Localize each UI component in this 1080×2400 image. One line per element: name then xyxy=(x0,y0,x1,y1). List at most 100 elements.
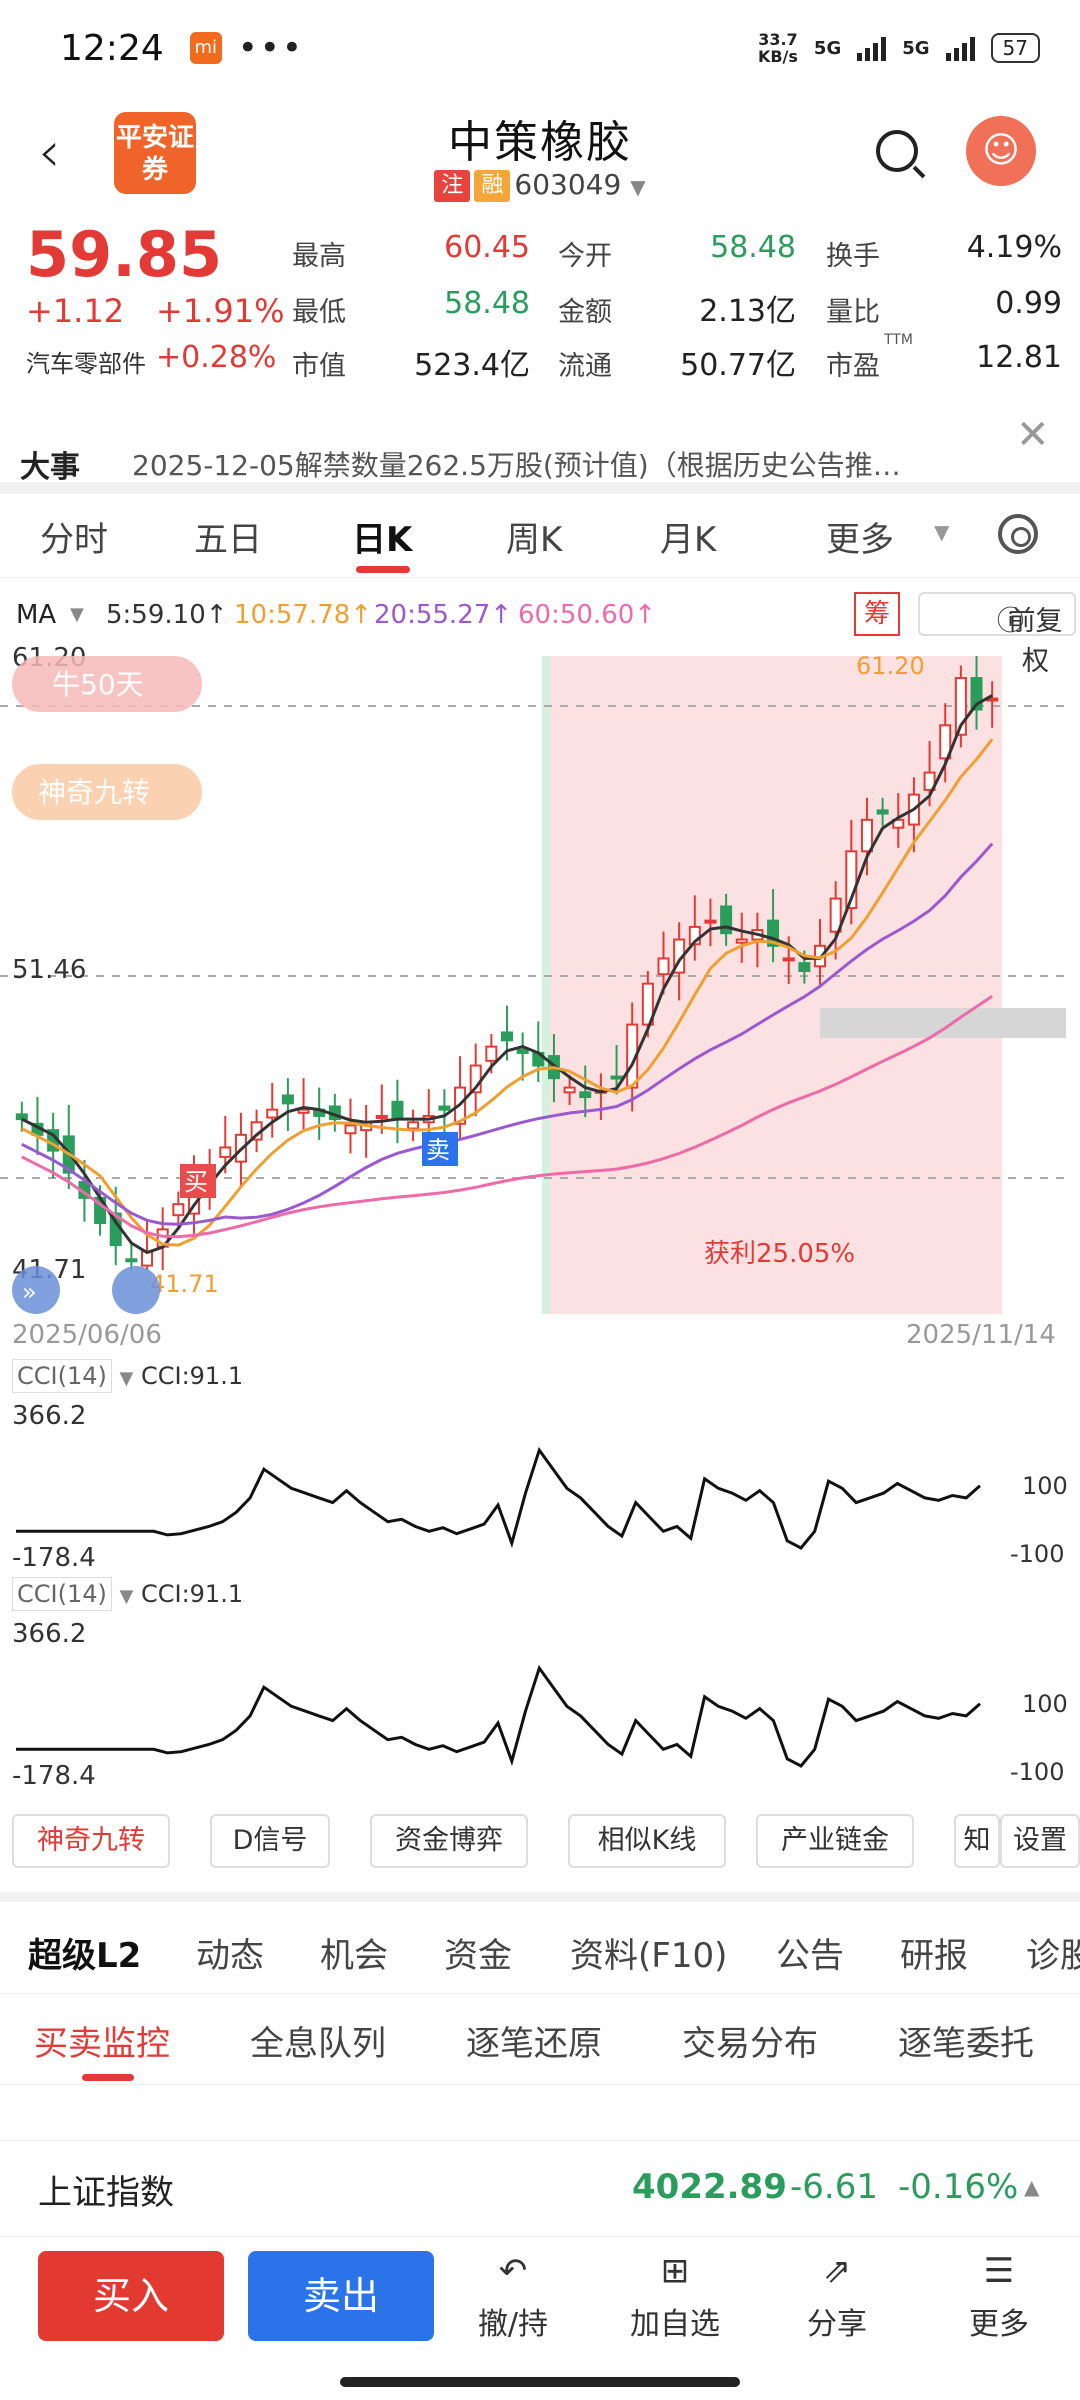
buy-button[interactable]: 买入 xyxy=(38,2251,224,2341)
back-icon[interactable]: ‹ xyxy=(38,120,61,185)
magic-nine-badge[interactable] xyxy=(12,764,202,820)
candle[interactable] xyxy=(297,1108,310,1114)
tab-monthly-k[interactable]: 月K xyxy=(660,520,717,560)
bull-50-days-badge[interactable] xyxy=(12,656,202,712)
more-button[interactable]: ☰ 更多 xyxy=(944,2251,1054,2343)
ma60-value: 60:50.60↑ xyxy=(518,600,657,630)
tab-five-day[interactable]: 五日 xyxy=(194,520,262,560)
candle[interactable] xyxy=(688,925,701,946)
cancel-hold-button[interactable]: ↶ 撤/持 xyxy=(458,2251,568,2343)
tab-f10[interactable]: 资料(F10) xyxy=(570,1936,728,1976)
candle[interactable] xyxy=(860,818,873,853)
list-section-top xyxy=(0,2084,1080,2140)
expand-left-icon[interactable] xyxy=(12,1266,60,1314)
candle[interactable] xyxy=(391,1100,404,1121)
tab-daily-k[interactable]: 日K xyxy=(352,520,413,560)
candle[interactable] xyxy=(610,1075,623,1080)
candle[interactable] xyxy=(125,1258,138,1263)
tab-full-queue[interactable]: 全息队列 xyxy=(250,2024,386,2064)
feature-truncated[interactable]: 知 xyxy=(954,1814,1000,1868)
candle[interactable] xyxy=(720,905,733,935)
tab-research[interactable]: 研报 xyxy=(900,1936,968,1976)
tab-news[interactable]: 动态 xyxy=(196,1936,264,1976)
ma-label[interactable]: MA xyxy=(16,600,57,630)
candle[interactable] xyxy=(266,1108,279,1119)
candle[interactable] xyxy=(500,1031,514,1042)
tab-weekly-k[interactable]: 周K xyxy=(506,520,563,560)
candle[interactable] xyxy=(767,919,780,947)
candle[interactable] xyxy=(704,919,717,924)
assistant-avatar-icon[interactable]: ☺ xyxy=(966,116,1036,186)
stock-code-row[interactable]: 注融 603049 ▼ xyxy=(0,168,1080,202)
candle[interactable] xyxy=(281,1094,294,1105)
news-text[interactable]: 2025-12-05解禁数量262.5万股(预计值)（根据历史公告推… xyxy=(132,449,901,482)
candle[interactable] xyxy=(375,1114,388,1119)
tab-trade-distribution[interactable]: 交易分布 xyxy=(682,2024,818,2064)
candle[interactable] xyxy=(579,1091,592,1099)
search-icon[interactable] xyxy=(876,130,918,172)
gear-icon[interactable] xyxy=(998,514,1038,554)
candle[interactable] xyxy=(485,1045,498,1062)
feature-similar-kline[interactable]: 相似K线 xyxy=(568,1814,726,1868)
tab-funds[interactable]: 资金 xyxy=(444,1936,512,1976)
tab-announcements[interactable]: 公告 xyxy=(776,1936,844,1976)
candle[interactable] xyxy=(845,850,858,910)
candle[interactable] xyxy=(939,724,952,760)
candle[interactable] xyxy=(563,1086,576,1094)
candle[interactable] xyxy=(782,957,795,962)
candle[interactable] xyxy=(876,809,889,815)
tab-diagnosis[interactable]: 诊股 xyxy=(1026,1936,1080,1976)
feature-d-signal[interactable]: D信号 xyxy=(210,1814,330,1868)
tab-intraday[interactable]: 分时 xyxy=(40,520,108,560)
adjust-price-button[interactable]: ⓘ 前复权 xyxy=(918,592,1076,677)
news-banner[interactable]: 大事 2025-12-05解禁数量262.5万股(预计值)（根据历史公告推… ✕ xyxy=(0,386,1080,486)
tab-tick-replay[interactable]: 逐笔还原 xyxy=(466,2024,602,2064)
market-index-bar[interactable]: 上证指数 4022.89 -6.61 -0.16% ▲ xyxy=(0,2140,1080,2234)
candle[interactable] xyxy=(407,1121,420,1130)
cancel-hold-label: 撤/持 xyxy=(477,2307,549,2342)
candle[interactable] xyxy=(344,1124,357,1135)
candle[interactable] xyxy=(516,1048,529,1054)
feature-industry-chain[interactable]: 产业链金 xyxy=(756,1814,914,1868)
tab-super-l2[interactable]: 超级L2 xyxy=(28,1936,142,1976)
share-button[interactable]: ⇗ 分享 xyxy=(782,2251,892,2343)
candle[interactable] xyxy=(970,677,983,711)
candle[interactable] xyxy=(735,938,748,944)
sell-button[interactable]: 卖出 xyxy=(248,2251,434,2341)
drag-handle-icon[interactable] xyxy=(112,1266,160,1314)
add-watchlist-button[interactable]: ⊞ 加自选 xyxy=(620,2251,730,2343)
tab-tick-orders[interactable]: 逐笔委托 xyxy=(898,2024,1034,2064)
profit-zone xyxy=(546,656,1002,1314)
status-time: 12:24 xyxy=(60,27,164,69)
cci-chart-2[interactable]: 366.2 -178.4 100 -100 xyxy=(0,1618,1080,1788)
tab-trade-monitor[interactable]: 买卖监控 xyxy=(34,2024,170,2064)
buy-marker[interactable] xyxy=(180,1164,216,1198)
cci-legend[interactable]: CCI(14) ▼ CCI:91.1 xyxy=(12,1359,243,1393)
candle[interactable] xyxy=(892,818,905,829)
candle[interactable] xyxy=(219,1146,232,1158)
feature-fund-game[interactable]: 资金博弈 xyxy=(370,1814,528,1868)
candle[interactable] xyxy=(954,677,967,736)
candle[interactable] xyxy=(657,957,670,976)
cci-legend-2[interactable]: CCI(14) ▼ CCI:91.1 xyxy=(12,1577,243,1611)
candle[interactable] xyxy=(829,897,842,933)
candle[interactable] xyxy=(923,771,936,791)
feature-settings[interactable]: 设置 xyxy=(1000,1814,1080,1868)
cci-label: CCI(14) xyxy=(12,1359,112,1393)
sell-marker[interactable] xyxy=(422,1132,458,1166)
tab-opportunity[interactable]: 机会 xyxy=(320,1936,388,1976)
candle[interactable] xyxy=(15,1113,28,1121)
chip-distribution-button[interactable]: 筹 xyxy=(854,592,900,636)
feature-magic-nine[interactable]: 神奇九转 xyxy=(12,1814,170,1868)
candle[interactable] xyxy=(641,982,654,1026)
candle[interactable] xyxy=(798,962,811,973)
sector-name[interactable]: 汽车零部件 xyxy=(26,350,146,378)
broker-logo[interactable]: 平安证券 xyxy=(114,112,196,194)
cci-level-high: 100 xyxy=(1022,1472,1068,1500)
cci-chart[interactable]: 366.2 -178.4 100 -100 xyxy=(0,1400,1080,1570)
candle[interactable] xyxy=(438,1105,451,1111)
candle[interactable] xyxy=(172,1203,185,1217)
close-icon[interactable]: ✕ xyxy=(1016,412,1050,458)
tab-more[interactable]: 更多 xyxy=(826,520,894,560)
kline-chart[interactable]: 61.20 51.46 41.71 牛50天 神奇九转 买 卖 61.20 41… xyxy=(0,640,1080,1320)
